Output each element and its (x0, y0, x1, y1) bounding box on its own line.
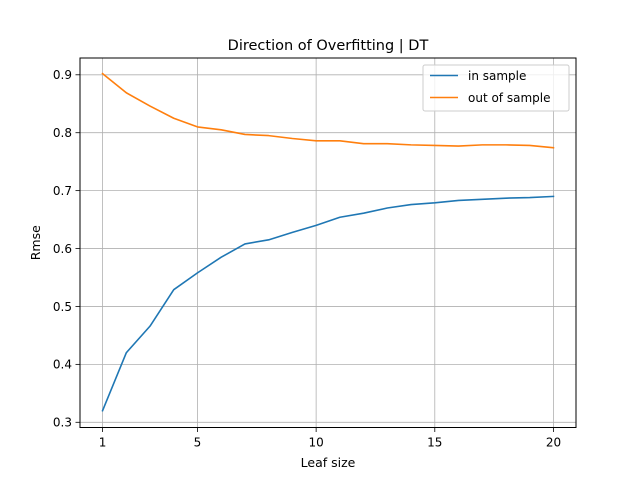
y-tick-label: 0.6 (53, 242, 72, 256)
chart-title: Direction of Overfitting | DT (228, 38, 429, 54)
y-tick-label: 0.3 (53, 416, 72, 430)
x-tick-label: 5 (194, 436, 202, 450)
y-tick-label: 0.4 (53, 358, 72, 372)
y-tick-label: 0.9 (53, 68, 72, 82)
y-axis-label: Rmse (28, 225, 43, 260)
y-tick-label: 0.8 (53, 126, 72, 140)
series-line-1 (101, 72, 555, 149)
legend-label: out of sample (468, 91, 550, 105)
axis-ticks: 1 5 10 15 200.30.40.50.60.70.80.9 (53, 68, 561, 449)
legend: in sample out of sample (422, 64, 570, 112)
plot-frame (79, 57, 577, 428)
x-tick-label: 20 (546, 436, 561, 450)
legend-box (422, 64, 570, 112)
y-tick-label: 0.5 (53, 300, 72, 314)
series-lines (101, 72, 555, 412)
x-axis-label: Leaf size (301, 455, 356, 470)
series-line-0 (101, 195, 555, 412)
x-tick-label: 15 (427, 436, 442, 450)
legend-label: in sample (468, 69, 526, 83)
y-tick-label: 0.7 (53, 184, 72, 198)
x-tick-label: 10 (308, 436, 323, 450)
x-tick-label: 1 (99, 436, 107, 450)
